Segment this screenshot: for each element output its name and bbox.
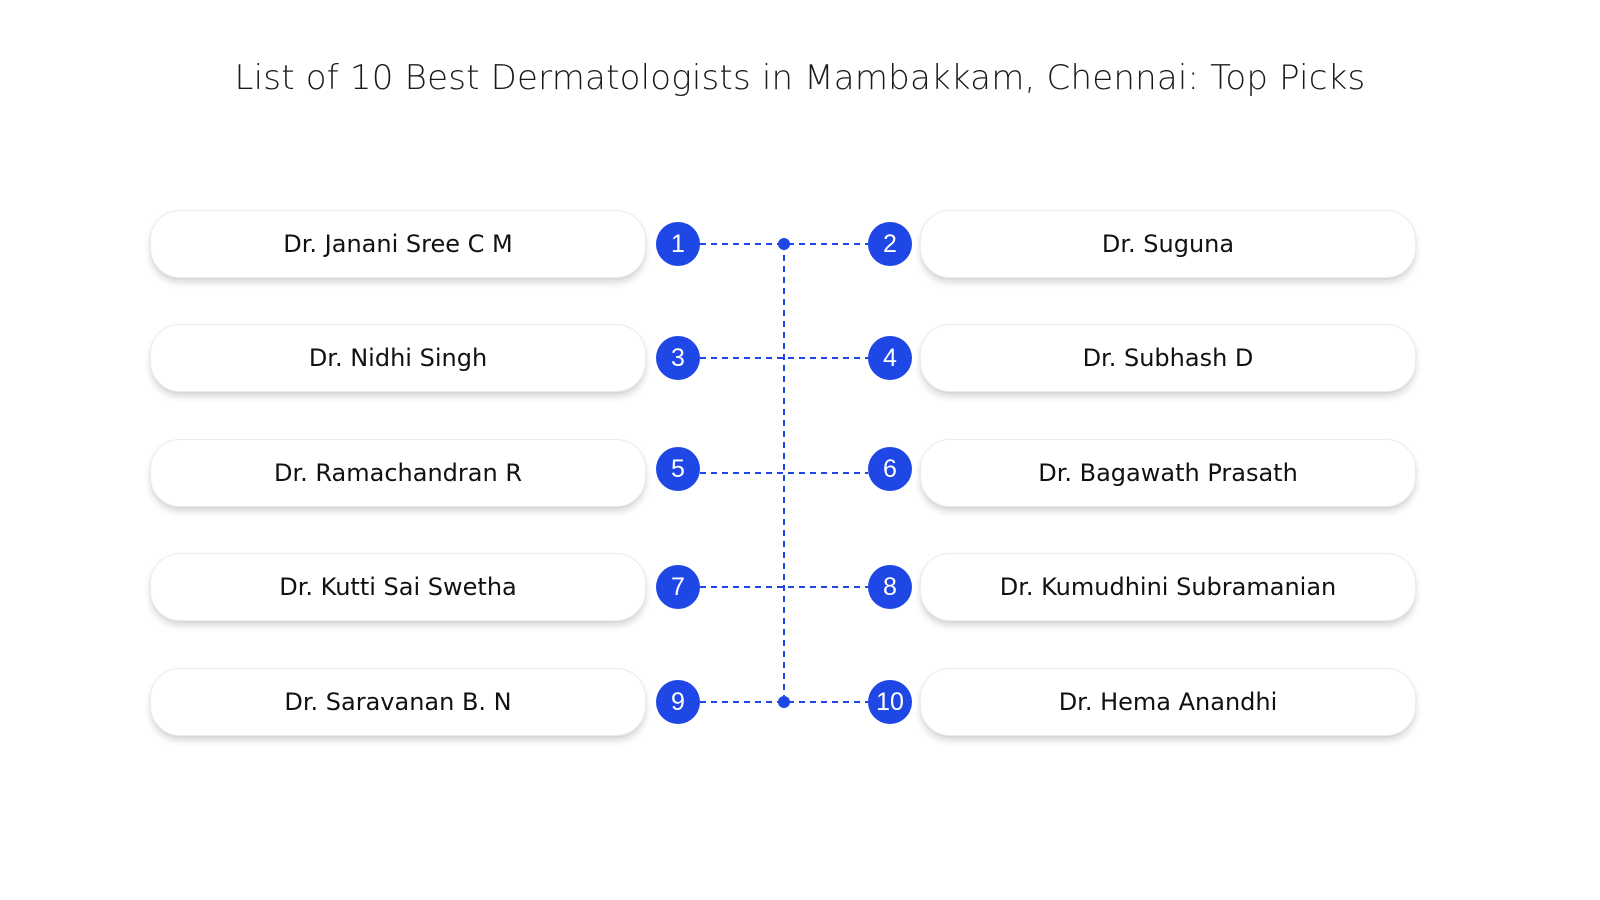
doctor-card: Dr. Subhash D <box>920 324 1416 392</box>
doctor-name: Dr. Nidhi Singh <box>308 344 488 372</box>
doctor-name: Dr. Suguna <box>1101 230 1235 258</box>
rank-badge: 3 <box>656 336 700 380</box>
doctor-card: Dr. Kutti Sai Swetha <box>150 553 646 621</box>
rank-badge: 6 <box>868 447 912 491</box>
doctor-card: Dr. Kumudhini Subramanian <box>920 553 1416 621</box>
rank-badge: 10 <box>868 680 912 724</box>
doctor-name: Dr. Subhash D <box>1082 344 1254 372</box>
doctor-name: Dr. Kutti Sai Swetha <box>279 573 517 601</box>
rank-badge: 7 <box>656 565 700 609</box>
doctor-card: Dr. Janani Sree C M <box>150 210 646 278</box>
doctor-name: Dr. Bagawath Prasath <box>1038 459 1298 487</box>
doctor-name: Dr. Hema Anandhi <box>1058 688 1278 716</box>
doctor-card: Dr. Suguna <box>920 210 1416 278</box>
rank-badge: 5 <box>656 447 700 491</box>
doctor-card: Dr. Bagawath Prasath <box>920 439 1416 507</box>
rank-badge: 8 <box>868 565 912 609</box>
doctor-card: Dr. Ramachandran R <box>150 439 646 507</box>
doctor-card: Dr. Hema Anandhi <box>920 668 1416 736</box>
junction-dot-top <box>778 238 790 250</box>
doctor-name: Dr. Ramachandran R <box>274 459 522 487</box>
rank-badge: 9 <box>656 680 700 724</box>
rank-badge: 1 <box>656 222 700 266</box>
junction-dot-bottom <box>778 696 790 708</box>
page-title: List of 10 Best Dermatologists in Mambak… <box>234 58 1366 98</box>
doctor-name: Dr. Janani Sree C M <box>283 230 513 258</box>
doctor-card: Dr. Saravanan B. N <box>150 668 646 736</box>
doctor-card: Dr. Nidhi Singh <box>150 324 646 392</box>
doctor-name: Dr. Saravanan B. N <box>284 688 512 716</box>
doctor-name: Dr. Kumudhini Subramanian <box>999 573 1337 601</box>
rank-badge: 2 <box>868 222 912 266</box>
rank-badge: 4 <box>868 336 912 380</box>
